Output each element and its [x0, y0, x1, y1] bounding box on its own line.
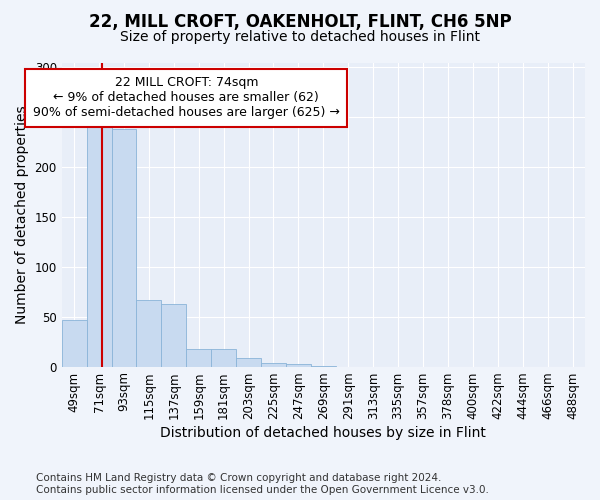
Bar	[62, 320, 86, 366]
Text: 22 MILL CROFT: 74sqm
← 9% of detached houses are smaller (62)
90% of semi-detach: 22 MILL CROFT: 74sqm ← 9% of detached ho…	[33, 76, 340, 120]
Bar	[261, 362, 286, 366]
Bar	[186, 348, 211, 366]
Text: Size of property relative to detached houses in Flint: Size of property relative to detached ho…	[120, 30, 480, 44]
Bar	[286, 364, 311, 366]
Text: Contains HM Land Registry data © Crown copyright and database right 2024.
Contai: Contains HM Land Registry data © Crown c…	[36, 474, 489, 495]
Bar	[161, 304, 186, 366]
X-axis label: Distribution of detached houses by size in Flint: Distribution of detached houses by size …	[160, 426, 486, 440]
Y-axis label: Number of detached properties: Number of detached properties	[15, 105, 29, 324]
Bar	[136, 300, 161, 366]
Bar	[86, 114, 112, 366]
Text: 22, MILL CROFT, OAKENHOLT, FLINT, CH6 5NP: 22, MILL CROFT, OAKENHOLT, FLINT, CH6 5N…	[89, 12, 511, 30]
Bar	[236, 358, 261, 366]
Bar	[211, 348, 236, 366]
Bar	[112, 130, 136, 366]
